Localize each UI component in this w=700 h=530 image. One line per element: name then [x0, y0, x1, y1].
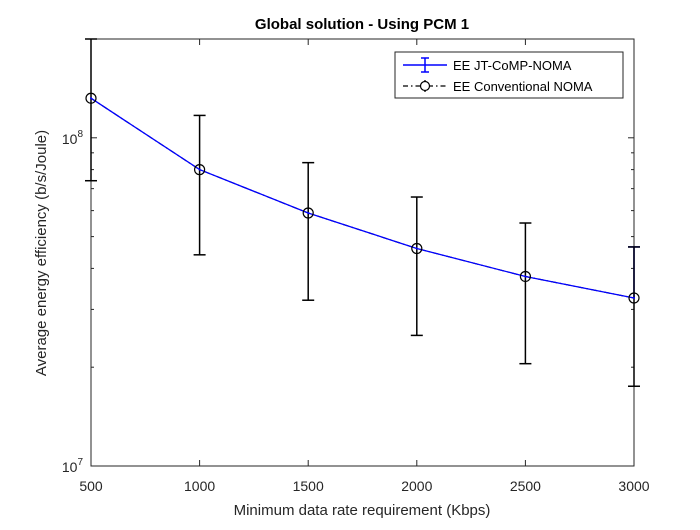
data-point — [633, 296, 635, 299]
y-axis-label: Average energy efficiency (b/s/Joule) — [33, 130, 50, 376]
legend: EE JT-CoMP-NOMA EE Conventional NOMA — [394, 51, 624, 99]
legend-marker-glyph — [419, 80, 431, 92]
y-tick-label: 108 — [62, 129, 84, 147]
data-point — [628, 292, 640, 304]
legend-box — [394, 51, 624, 99]
data-point — [519, 270, 532, 283]
legend-label-jt-comp-noma: EE JT-CoMP-NOMA — [453, 58, 572, 73]
series-line-jt-comp-noma — [90, 97, 635, 299]
legend-label-conventional-noma: EE Conventional NOMA — [453, 79, 593, 94]
y-tick-label: 107 — [62, 457, 84, 475]
data-point — [85, 92, 97, 104]
x-tick-label: 2000 — [401, 478, 432, 494]
data-point — [307, 212, 310, 215]
x-tick-label: 2500 — [510, 478, 541, 494]
data-point — [194, 164, 206, 176]
data-point — [411, 242, 423, 255]
data-point — [302, 207, 314, 219]
series-line-conventional-noma — [90, 97, 635, 299]
data-point — [415, 247, 418, 250]
data-point — [90, 97, 92, 100]
x-axis-label: Minimum data rate requirement (Kbps) — [234, 502, 491, 519]
plot-area: 500 1000 1500 2000 2500 3000 107 108 EE JT-CoMP-… — [62, 38, 650, 494]
x-tick-label: 1500 — [293, 478, 324, 494]
x-tick-label: 500 — [79, 478, 103, 494]
x-tick-label: 3000 — [618, 478, 649, 494]
x-tick-label: 1000 — [184, 478, 215, 494]
plot-frame — [90, 38, 635, 467]
data-point — [524, 275, 527, 278]
chart-title: Global solution - Using PCM 1 — [255, 16, 469, 33]
data-point — [198, 168, 201, 171]
